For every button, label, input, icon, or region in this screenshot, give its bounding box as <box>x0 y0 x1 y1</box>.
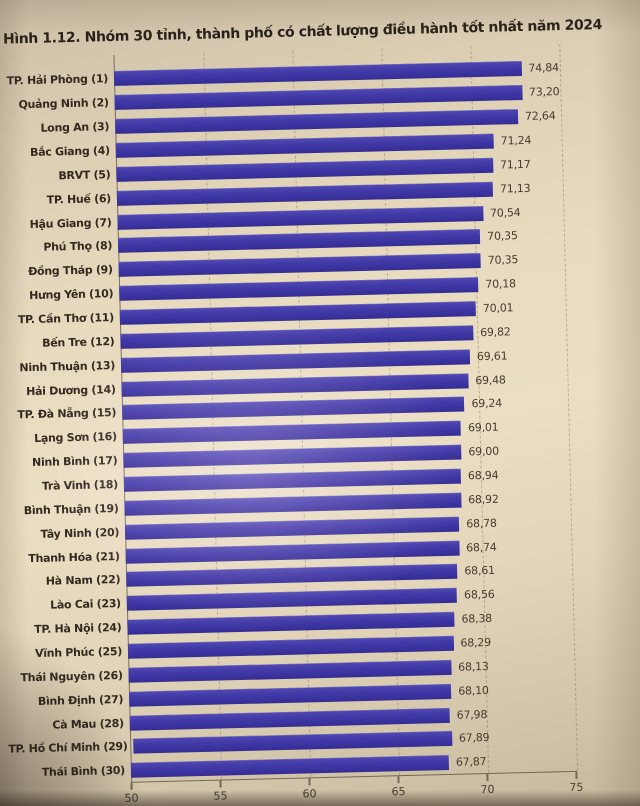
value-label: 69,82 <box>479 325 511 339</box>
category-label: Trà Vinh (18) <box>41 477 119 493</box>
category-label: Bến Tre (12) <box>42 334 115 350</box>
bar <box>126 588 458 612</box>
category-label: Lạng Sơn (16) <box>34 430 117 446</box>
value-label: 71,24 <box>500 133 532 148</box>
value-label: 67,98 <box>456 707 488 722</box>
value-label: 67,89 <box>458 731 490 746</box>
x-axis-tick-label: 65 <box>391 785 406 799</box>
value-label: 68,94 <box>467 468 499 483</box>
bar <box>127 611 455 635</box>
value-label: 68,10 <box>458 683 489 698</box>
axis-tick <box>130 782 133 790</box>
category-label: Long An (3) <box>40 120 110 135</box>
value-label: 67,87 <box>455 755 487 770</box>
category-label: Thái Nguyên (26) <box>20 668 123 685</box>
bar <box>128 659 452 683</box>
category-label: Bình Thuận (19) <box>23 501 119 518</box>
category-label: Thái Bình (30) <box>41 764 126 780</box>
category-label: Phú Thọ (8) <box>43 239 113 255</box>
category-label: TP. Hải Phòng (1) <box>6 72 109 88</box>
category-label: Ninh Bình (17) <box>31 454 118 470</box>
value-label: 68,38 <box>461 612 493 626</box>
value-label: 70,18 <box>485 277 517 292</box>
value-label: 69,00 <box>468 444 500 459</box>
value-label: 68,92 <box>468 492 499 507</box>
value-label: 68,78 <box>466 516 497 531</box>
chart-title: Hình 1.12. Nhóm 30 tỉnh, thành phố có ch… <box>2 16 603 48</box>
axis-tick <box>308 778 311 786</box>
value-label: 72,64 <box>524 109 556 124</box>
category-label: BRVT (5) <box>58 167 111 183</box>
x-axis-tick-label: 55 <box>213 789 228 803</box>
category-label: Tây Ninh (20) <box>40 525 120 541</box>
value-label: 70,54 <box>489 205 521 220</box>
value-label: 68,29 <box>460 635 492 650</box>
x-axis-tick-label: 75 <box>569 780 584 795</box>
value-label: 71,17 <box>499 157 531 172</box>
bar <box>130 755 450 779</box>
axis-tick <box>575 771 578 779</box>
value-label: 68,56 <box>463 588 495 602</box>
value-label: 68,13 <box>458 659 489 674</box>
x-axis-tick-label: 50 <box>124 791 139 805</box>
category-label: Lào Cai (23) <box>50 597 122 612</box>
category-label: TP. Huế (6) <box>46 191 112 207</box>
value-label: 74,84 <box>528 61 560 76</box>
bar-chart: TP. Hải Phòng (1) 74,84 Quảng Ninh (2) 7… <box>0 44 640 785</box>
bar-rows: TP. Hải Phòng (1) 74,84 Quảng Ninh (2) 7… <box>0 54 640 785</box>
bar <box>126 564 458 588</box>
value-label: 68,61 <box>464 564 496 578</box>
category-label: Thanh Hóa (21) <box>28 549 120 565</box>
category-label: Bình Định (27) <box>37 692 124 708</box>
category-label: TP. Hà Nội (24) <box>34 621 122 637</box>
axis-tick <box>397 776 400 784</box>
bar <box>129 707 450 731</box>
value-label: 69,61 <box>476 349 508 363</box>
value-label: 69,24 <box>471 397 503 411</box>
category-label: Đồng Tháp (9) <box>27 263 113 279</box>
category-label: Cà Mau (28) <box>52 716 124 732</box>
value-label: 69,48 <box>475 373 506 387</box>
bar <box>127 635 454 659</box>
value-label: 70,35 <box>487 229 518 244</box>
category-label: Hải Dương (14) <box>26 382 116 398</box>
axis-tick <box>486 774 489 782</box>
bar <box>133 731 453 755</box>
category-label: Vĩnh Phúc (25) <box>34 644 123 661</box>
category-label: Bắc Giang (4) <box>29 144 110 160</box>
value-label: 73,20 <box>528 85 560 100</box>
category-label: Ninh Thuận (13) <box>19 358 116 375</box>
category-label: TP. Đà Nẵng (15) <box>17 406 117 422</box>
category-label: TP. Hồ Chí Minh (29) <box>8 740 128 757</box>
value-label: 71,13 <box>499 181 531 196</box>
value-label: 68,74 <box>465 540 497 555</box>
category-label: Hưng Yên (10) <box>29 287 114 303</box>
axis-tick <box>219 780 222 788</box>
value-label: 70,01 <box>482 301 514 316</box>
category-label: Hậu Giang (7) <box>29 215 112 231</box>
category-label: TP. Cần Thơ (11) <box>17 311 115 327</box>
category-label: Hà Nam (22) <box>45 573 121 589</box>
value-label: 70,35 <box>487 253 519 268</box>
x-axis-tick-label: 60 <box>302 787 317 801</box>
x-axis-tick-label: 70 <box>480 782 495 797</box>
value-label: 69,01 <box>467 420 499 435</box>
bar <box>128 683 452 707</box>
category-label: Quảng Ninh (2) <box>18 96 109 112</box>
